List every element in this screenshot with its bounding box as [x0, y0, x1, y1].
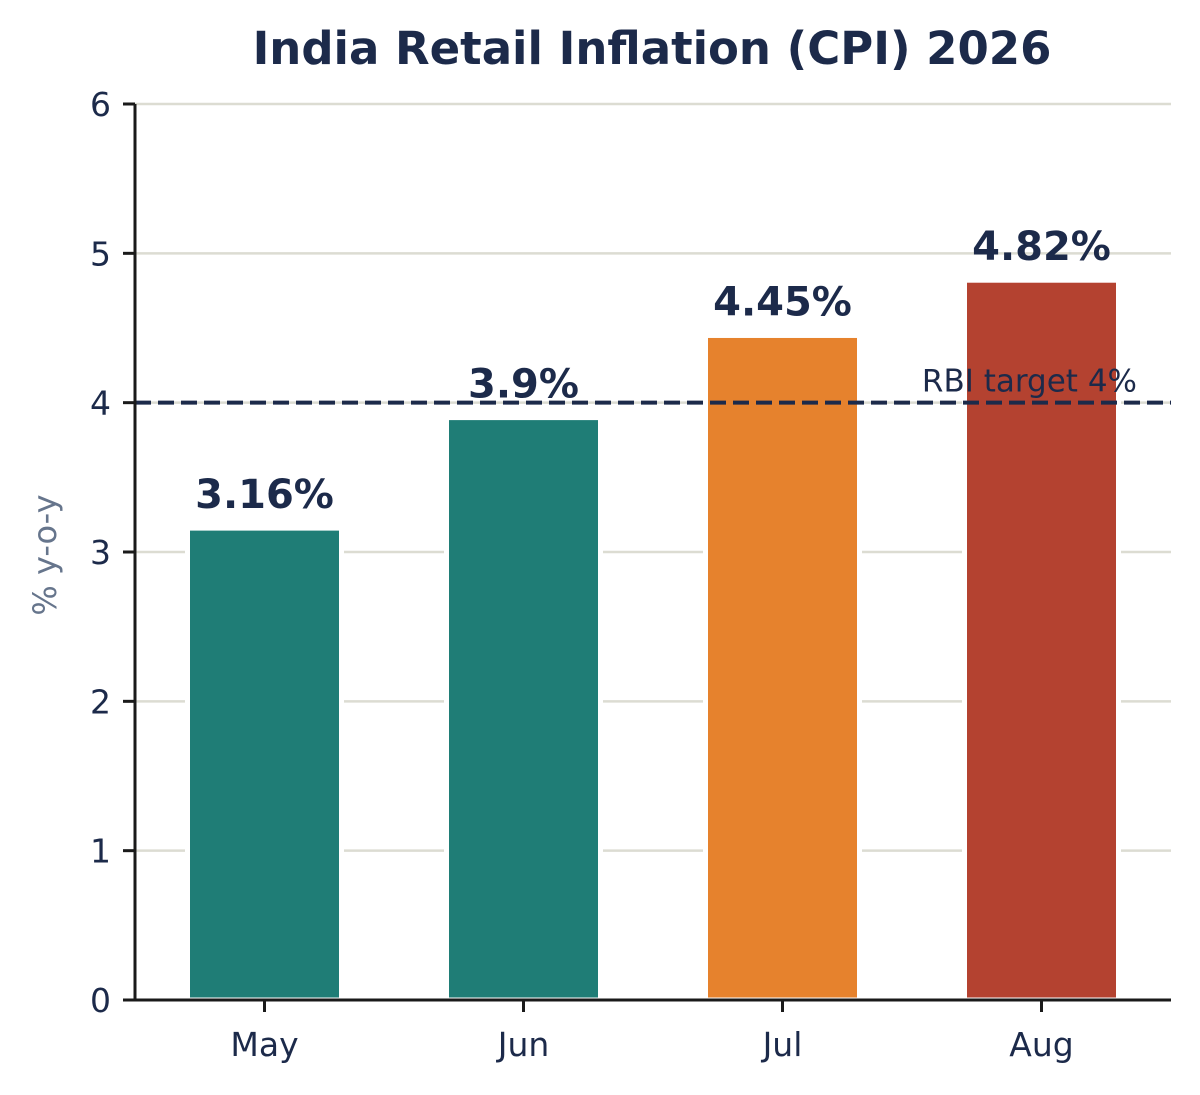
chart-title: India Retail Inflation (CPI) 2026: [253, 22, 1052, 75]
y-tick-label-5: 5: [90, 234, 111, 273]
x-tick-label-aug: Aug: [1009, 1025, 1073, 1064]
y-tick-label-3: 3: [90, 533, 111, 572]
value-label-aug: 4.82%: [972, 224, 1111, 270]
y-tick-label-0: 0: [90, 981, 111, 1020]
x-tick-label-may: May: [230, 1025, 298, 1064]
x-tick-label-jul: Jul: [761, 1025, 803, 1064]
bar-aug: [962, 277, 1121, 1003]
value-label-jun: 3.9%: [468, 362, 579, 408]
y-axis-label: % y-o-y: [26, 494, 64, 615]
value-labels: 3.16% 3.9% 4.45% 4.82% RBI target 4%: [195, 224, 1137, 518]
x-tick-label-jun: Jun: [496, 1025, 550, 1064]
y-tick-label-1: 1: [90, 832, 111, 871]
axes: 0 1 2 3 4 5 6 May Jun Jul Aug: [90, 85, 1171, 1064]
bars: [185, 277, 1121, 1003]
value-label-may: 3.16%: [195, 472, 334, 518]
bar-jul: [703, 332, 862, 1003]
bar-jun: [444, 415, 603, 1003]
value-label-jul: 4.45%: [713, 279, 852, 325]
y-tick-label-2: 2: [90, 682, 111, 721]
y-tick-label-6: 6: [90, 85, 111, 124]
y-tick-label-4: 4: [90, 384, 111, 423]
bar-may: [185, 525, 344, 1003]
reference-line-label: RBI target 4%: [922, 364, 1137, 400]
